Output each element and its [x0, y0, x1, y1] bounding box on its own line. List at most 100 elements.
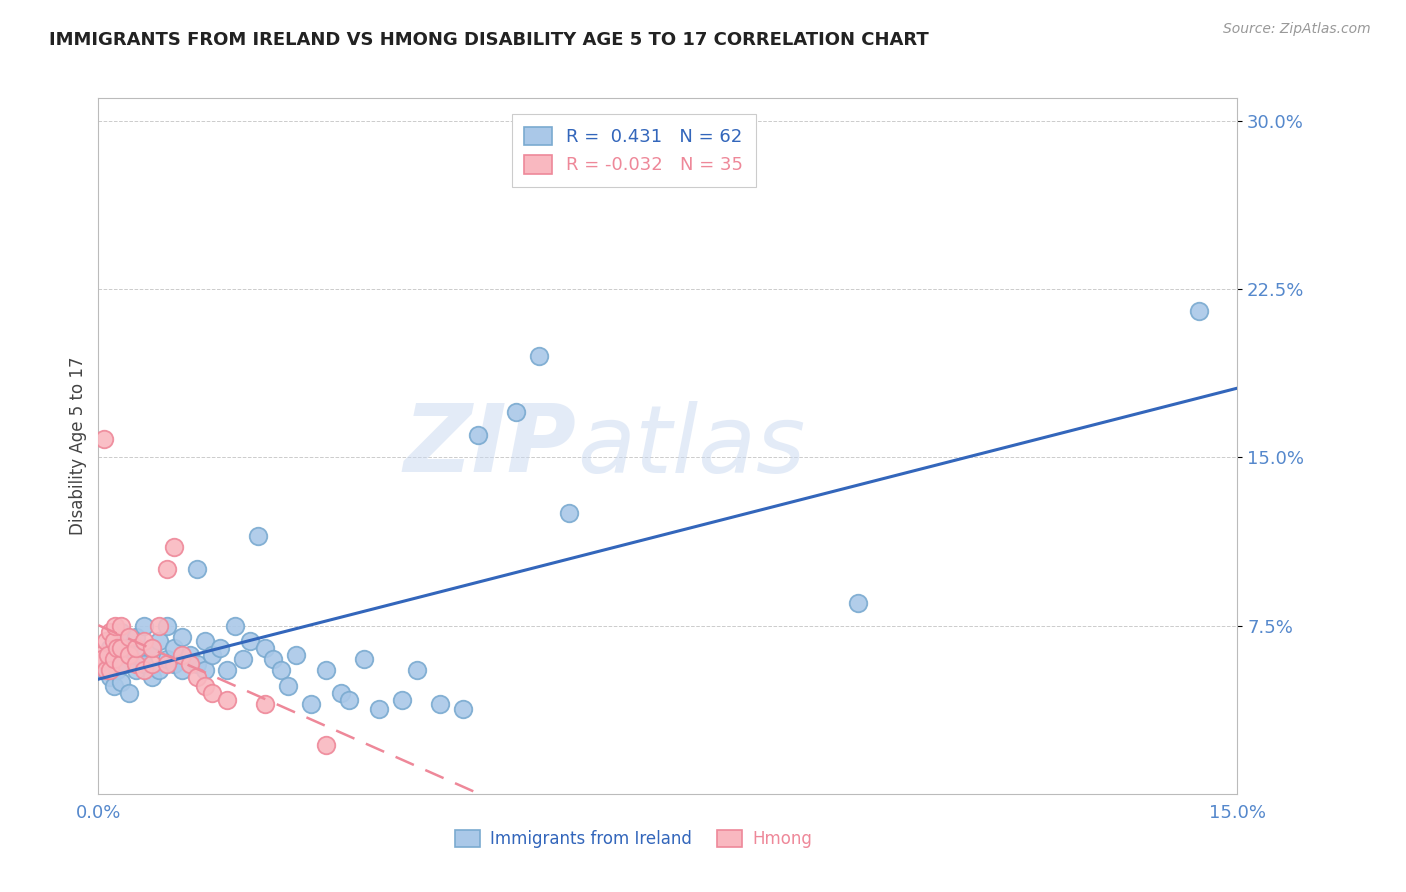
Point	[186, 562, 208, 576]
Point	[391, 692, 413, 706]
Point	[94, 664, 117, 678]
Point	[217, 664, 239, 678]
Point	[170, 630, 193, 644]
Point	[132, 657, 155, 671]
Point	[156, 562, 179, 576]
Point	[110, 648, 132, 662]
Point	[163, 657, 186, 671]
Point	[110, 640, 132, 655]
Point	[103, 652, 125, 666]
Point	[277, 679, 299, 693]
Point	[270, 664, 292, 678]
Point	[141, 670, 163, 684]
Point	[132, 664, 155, 678]
Text: atlas: atlas	[576, 401, 806, 491]
Point	[125, 664, 148, 678]
Point	[125, 648, 148, 662]
Point	[194, 679, 217, 693]
Point	[125, 630, 148, 644]
Point	[299, 697, 322, 711]
Point	[91, 652, 114, 666]
Point	[179, 657, 201, 671]
Point	[94, 634, 117, 648]
Point	[148, 618, 170, 632]
Point	[104, 618, 127, 632]
Point	[114, 657, 136, 671]
Point	[179, 648, 201, 662]
Point	[315, 664, 337, 678]
Point	[110, 657, 132, 671]
Point	[186, 670, 208, 684]
Point	[330, 686, 353, 700]
Point	[194, 634, 217, 648]
Point	[368, 701, 391, 715]
Point	[201, 686, 224, 700]
Point	[217, 692, 239, 706]
Point	[1188, 304, 1211, 318]
Point	[170, 648, 193, 662]
Point	[284, 648, 307, 662]
Point	[194, 664, 217, 678]
Point	[156, 618, 179, 632]
Point	[527, 349, 550, 363]
Y-axis label: Disability Age 5 to 17: Disability Age 5 to 17	[69, 357, 87, 535]
Point	[156, 657, 179, 671]
Point	[103, 634, 125, 648]
Point	[156, 652, 179, 666]
Point	[163, 640, 186, 655]
Point	[141, 657, 163, 671]
Point	[110, 674, 132, 689]
Point	[107, 640, 129, 655]
Point	[232, 652, 254, 666]
Point	[90, 648, 112, 662]
Point	[132, 634, 155, 648]
Point	[96, 648, 118, 662]
Point	[201, 648, 224, 662]
Point	[125, 640, 148, 655]
Legend: Immigrants from Ireland, Hmong: Immigrants from Ireland, Hmong	[449, 823, 818, 855]
Point	[148, 634, 170, 648]
Point	[315, 738, 337, 752]
Point	[254, 640, 277, 655]
Point	[505, 405, 527, 419]
Point	[467, 427, 489, 442]
Point	[429, 697, 451, 711]
Point	[103, 634, 125, 648]
Point	[141, 640, 163, 655]
Point	[110, 625, 132, 640]
Point	[98, 670, 121, 684]
Point	[262, 652, 284, 666]
Point	[96, 657, 118, 671]
Point	[132, 618, 155, 632]
Point	[141, 640, 163, 655]
Point	[98, 640, 121, 655]
Point	[118, 686, 141, 700]
Point	[451, 701, 474, 715]
Point	[118, 648, 141, 662]
Point	[103, 679, 125, 693]
Point	[118, 630, 141, 644]
Text: IMMIGRANTS FROM IRELAND VS HMONG DISABILITY AGE 5 TO 17 CORRELATION CHART: IMMIGRANTS FROM IRELAND VS HMONG DISABIL…	[49, 31, 929, 49]
Point	[93, 432, 115, 446]
Point	[246, 529, 269, 543]
Point	[148, 664, 170, 678]
Point	[118, 640, 141, 655]
Point	[353, 652, 375, 666]
Point	[254, 697, 277, 711]
Point	[170, 664, 193, 678]
Point	[558, 506, 581, 520]
Point	[163, 540, 186, 554]
Point	[107, 664, 129, 678]
Point	[337, 692, 360, 706]
Point	[98, 664, 121, 678]
Text: Source: ZipAtlas.com: Source: ZipAtlas.com	[1223, 22, 1371, 37]
Point	[125, 657, 148, 671]
Point	[239, 634, 262, 648]
Point	[846, 596, 869, 610]
Point	[224, 618, 246, 632]
Point	[94, 652, 117, 666]
Point	[93, 664, 115, 678]
Point	[208, 640, 231, 655]
Text: ZIP: ZIP	[404, 400, 576, 492]
Point	[98, 625, 121, 640]
